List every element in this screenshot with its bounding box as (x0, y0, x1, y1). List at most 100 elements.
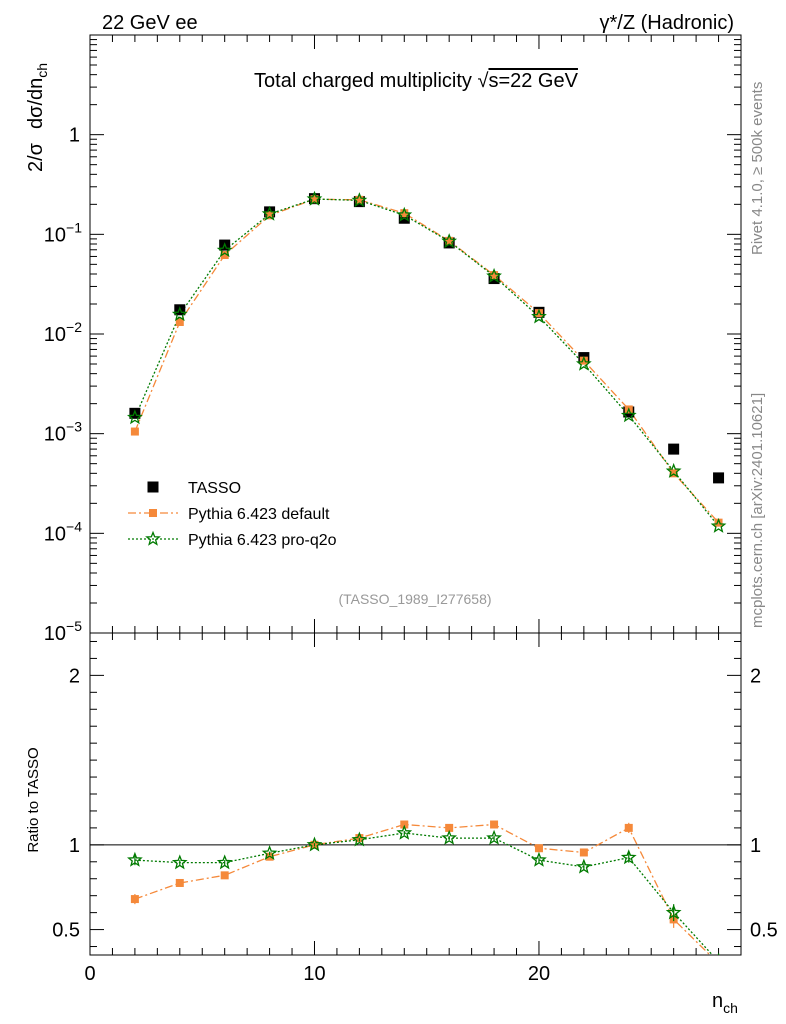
header-left-label: 22 GeV ee (102, 12, 198, 34)
pythia-pro-q2o-point (396, 206, 413, 222)
ratio-pythia-default-point (715, 959, 723, 967)
main-y-tick-label: 10−3 (44, 419, 82, 446)
pythia-pro-q2o-point (351, 192, 368, 208)
pythia-default-point (579, 356, 588, 365)
pythia-default-point (175, 317, 184, 326)
x-axis-label-sub: ch (723, 1000, 738, 1016)
ratio-pythia-pro-q2o-point (216, 854, 233, 870)
pythia-pro-q2o-point (216, 242, 233, 258)
plot-title-suffix: s=22 GeV (488, 70, 578, 92)
legend-marker (149, 509, 157, 517)
ratio-pythia-pro-q2o-point (396, 824, 413, 840)
ratio-pythia-default-point (445, 823, 454, 832)
ratio-pythia-pro-q2o-point (486, 829, 502, 845)
ratio-y-tick-labels: 0.5 0.5 1 1 2 2 (52, 665, 778, 941)
tasso-data-point (129, 407, 141, 419)
ratio-plot-frame (89, 632, 742, 956)
main-axis-ticks (90, 35, 741, 634)
x-tick-labels: 0 10 20 (84, 963, 550, 985)
tick-exponent: −3 (66, 419, 82, 435)
main-series-markers (127, 190, 727, 533)
ratio-pythia-pro-q2o-point (306, 836, 323, 852)
pythia-pro-q2o-point (665, 462, 682, 478)
main-y-tick-label: 1 (69, 125, 80, 147)
main-y-axis-label-part2: dσ/dn (25, 78, 47, 129)
ratio-y-axis-label: Ratio to TASSO (25, 747, 42, 852)
legend-marker (145, 530, 161, 546)
legend-label: Pythia 6.423 pro-q2o (188, 532, 337, 549)
main-series-lines (134, 198, 720, 527)
ratio-y-tick-label-right: 1 (750, 835, 761, 857)
tasso-data-point (713, 472, 725, 484)
main-y-tick-labels: 110−110−210−310−410−5 (44, 125, 82, 645)
legend: TASSO Pythia 6.423 default Pythia 6.423 pr… (128, 480, 337, 549)
ratio-pythia-pro-q2o-point (717, 953, 720, 955)
ratio-y-tick-label-right: 2 (750, 665, 761, 687)
pythia-pro-q2o-point (306, 190, 323, 206)
plot-title-sqrt: √ (477, 70, 488, 92)
pythia-pro-q2o-point (261, 205, 278, 221)
ratio-pythia-pro-q2o-point (171, 854, 188, 870)
tick-mantissa: 1 (69, 125, 80, 147)
pythia-default-point (310, 195, 319, 204)
source-reference-label: mcplots.cern.ch [arXiv:2401.10621] (749, 393, 766, 628)
tick-mantissa: 10 (44, 424, 66, 446)
ratio-pythia-default-point (490, 820, 499, 829)
tick-exponent: −2 (66, 319, 82, 335)
pythia-default-point (265, 211, 274, 220)
ratio-pythia-default-point (534, 844, 543, 853)
pythia-pro-q2o-point (531, 308, 547, 324)
rivet-version-label: Rivet 4.1.0, ≥ 500k events (749, 82, 766, 255)
tick-mantissa: 10 (44, 523, 66, 545)
ratio-pythia-pro-q2o-point (127, 851, 143, 867)
ratio-plot-panel: 0.5 0.5 1 1 2 2 0 10 20 Ratio to TASSO nch (25, 632, 778, 1016)
main-y-axis-label: 2/σ dσ/dnch (25, 63, 50, 172)
tick-mantissa: 10 (44, 623, 66, 645)
x-axis-label: nch (712, 990, 738, 1016)
ratio-pythia-pro-q2o-point (261, 845, 278, 861)
pythia-pro-q2o-point (620, 407, 637, 423)
ratio-pythia-default-point (624, 823, 633, 832)
ratio-pythia-default-point (130, 895, 139, 904)
ratio-y-tick-label: 1 (69, 835, 80, 857)
ratio-pythia-default-point (175, 878, 184, 887)
ratio-pythia-default-point (400, 820, 409, 829)
pythia-default-point (534, 309, 543, 318)
ratio-y-tick-label-right: 0.5 (750, 920, 778, 942)
header-right-label: γ*/Z (Hadronic) (600, 12, 734, 34)
tasso-data-point (668, 443, 680, 455)
x-tick-label: 20 (528, 963, 550, 985)
main-y-axis-label-part1: 2/σ (25, 142, 47, 172)
ratio-pythia-pro-q2o-point (351, 831, 368, 847)
ratio-axis-ticks (90, 633, 741, 955)
pythia-default-point (355, 195, 364, 204)
main-y-axis-label-sub: ch (34, 63, 50, 78)
main-plot-panel: 110−110−210−310−410−5 Total charged mult… (25, 34, 742, 645)
pythia-pro-q2o-point (575, 355, 592, 371)
pythia-pro-q2o-point (127, 409, 143, 425)
pythia-default-point (130, 427, 139, 436)
analysis-watermark: (TASSO_1989_I277658) (338, 591, 491, 607)
ratio-y-tick-label: 0.5 (52, 920, 80, 942)
main-y-tick-label: 10−1 (44, 219, 82, 246)
pythia-pro-q2o-point (171, 306, 188, 322)
ratio-pythia-pro-q2o-point (575, 858, 592, 874)
ratio-series-markers (127, 820, 723, 967)
plot-title-prefix: Total charged multiplicity (254, 70, 477, 92)
tick-exponent: −5 (66, 618, 82, 634)
pythia-default-point (220, 251, 229, 260)
tick-exponent: −4 (66, 518, 82, 534)
pythia-pro-q2o-point (486, 267, 502, 283)
legend-marker (147, 481, 159, 493)
pythia-pro-q2o-point (710, 517, 727, 533)
legend-label: Pythia 6.423 default (188, 506, 330, 523)
ratio-series-lines (134, 823, 714, 955)
tick-mantissa: 10 (44, 324, 66, 346)
ratio-pythia-pro-q2o-point (531, 851, 547, 867)
ratio-pythia-pro-q2o-point (665, 904, 682, 920)
ratio-pythia-pro-q2o-point (620, 849, 637, 865)
tick-mantissa: 10 (44, 224, 66, 246)
ratio-y-tick-label: 2 (69, 665, 80, 687)
pythia-default-point (714, 518, 723, 527)
